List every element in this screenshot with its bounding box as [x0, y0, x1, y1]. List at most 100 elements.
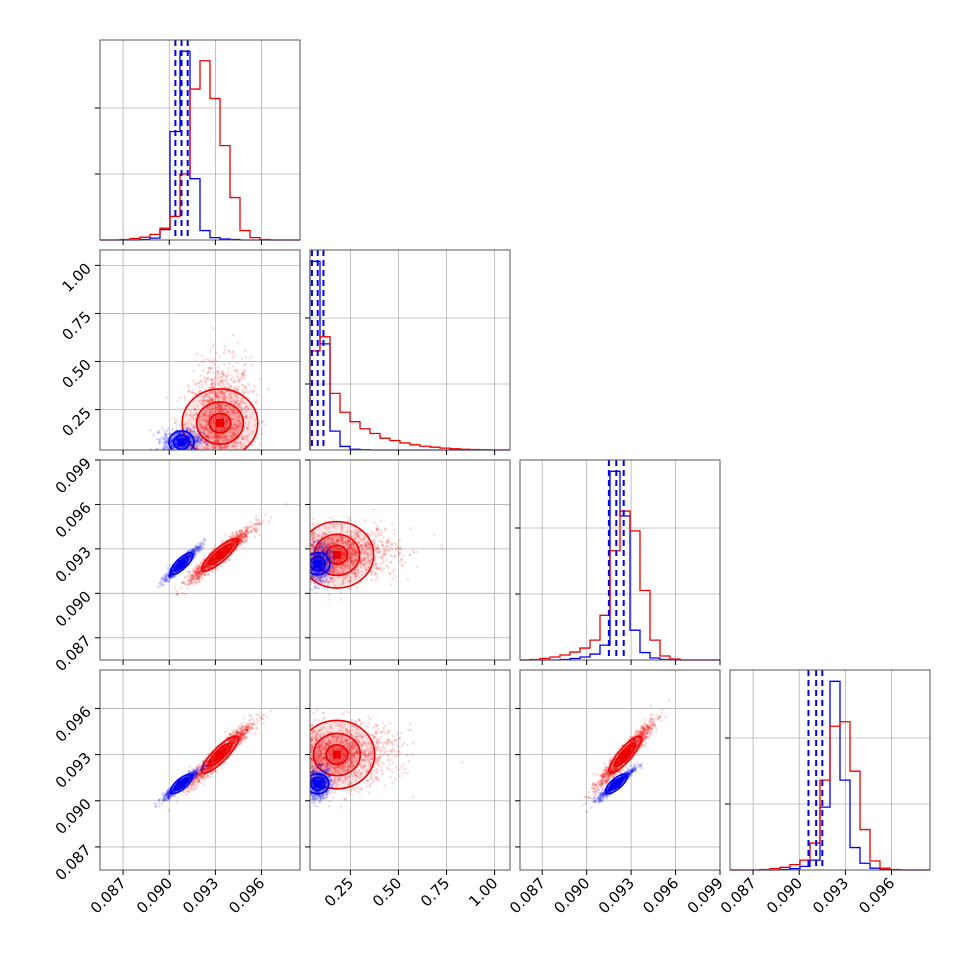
scatter-point-red — [211, 386, 215, 389]
scatter-point-red — [222, 440, 225, 443]
scatter-point-red — [213, 423, 217, 427]
scatter-point-red — [244, 402, 247, 405]
scatter-point-blue — [197, 436, 200, 439]
scatter-point-red — [208, 367, 211, 370]
scatter-point-red — [233, 444, 237, 448]
scatter-point-blue — [161, 440, 165, 444]
scatter-point-blue — [172, 446, 176, 449]
scatter-point-red — [228, 434, 232, 437]
scatter-point-red — [251, 523, 254, 526]
scatter-point-red — [251, 429, 254, 433]
scatter-point-red — [240, 534, 243, 538]
scatter-point-blue — [162, 445, 165, 449]
scatter-point-red — [211, 360, 215, 363]
scatter-point-red — [209, 397, 213, 401]
scatter-point-red — [218, 390, 222, 393]
scatter-point-red — [214, 445, 218, 449]
scatter-point-red — [186, 587, 189, 590]
scatter-point-red — [229, 435, 233, 439]
scatter-point-red — [211, 565, 214, 568]
scatter-point-red — [250, 390, 254, 393]
scatter-point-red — [376, 543, 379, 547]
scatter-point-red — [216, 403, 220, 406]
scatter-point-blue — [185, 442, 189, 445]
scatter-point-red — [236, 429, 239, 433]
scatter-point-red — [215, 414, 219, 418]
scatter-point-red — [232, 444, 236, 448]
scatter-point-red — [232, 411, 236, 414]
scatter-point-blue — [157, 431, 161, 435]
scatter-point-red — [231, 437, 234, 440]
scatter-point-red — [221, 434, 224, 437]
scatter-point-red — [215, 428, 218, 431]
scatter-point-red — [208, 386, 211, 389]
scatter-point-red — [206, 445, 209, 448]
scatter-point-red — [201, 417, 204, 421]
scatter-point-red — [214, 383, 217, 386]
scatter-point-red — [391, 523, 394, 526]
scatter-point-red — [195, 570, 199, 574]
scatter-point-blue — [161, 447, 165, 450]
scatter-point-blue — [188, 428, 192, 432]
scatter-point-red — [211, 433, 215, 437]
scatter-point-red — [207, 429, 210, 433]
scatter-point-red — [236, 535, 239, 539]
scatter-point-red — [241, 373, 244, 377]
scatter-point-red — [232, 442, 236, 445]
scatter-point-red — [213, 407, 216, 410]
scatter-point-red — [199, 399, 203, 402]
scatter-point-blue — [170, 440, 174, 444]
scatter-point-red — [225, 380, 228, 383]
scatter-point-red — [198, 424, 202, 428]
scatter-point-blue — [170, 439, 174, 442]
scatter-point-red — [224, 446, 228, 449]
scatter-point-red — [382, 536, 385, 539]
scatter-point-red — [214, 436, 218, 440]
scatter-point-red — [238, 535, 242, 539]
scatter-point-red — [223, 446, 227, 449]
scatter-point-red — [197, 385, 201, 388]
scatter-point-red — [209, 378, 212, 381]
scatter-point-red — [206, 370, 210, 374]
scatter-point-red — [204, 392, 208, 396]
scatter-point-red — [219, 391, 223, 395]
scatter-point-blue — [196, 440, 200, 443]
scatter-point-red — [237, 405, 241, 409]
scatter-point-red — [244, 415, 248, 418]
scatter-point-red — [207, 434, 211, 438]
scatter-point-red — [232, 430, 235, 434]
scatter-point-blue — [196, 542, 200, 545]
scatter-point-red — [204, 417, 207, 421]
scatter-point-red — [249, 355, 253, 359]
scatter-point-red — [284, 503, 288, 506]
scatter-point-red — [226, 418, 230, 421]
scatter-point-red — [215, 395, 219, 399]
scatter-point-red — [216, 391, 219, 395]
scatter-point-red — [210, 422, 213, 425]
scatter-point-red — [232, 447, 236, 450]
scatter-point-red — [219, 446, 223, 450]
scatter-point-red — [440, 544, 443, 547]
scatter-point-red — [219, 403, 222, 407]
scatter-point-red — [234, 369, 237, 372]
scatter-point-blue — [170, 439, 173, 442]
scatter-point-red — [387, 537, 391, 541]
scatter-point-blue — [196, 437, 199, 441]
scatter-point-red — [222, 392, 226, 395]
scatter-point-red — [193, 569, 197, 573]
scatter-point-blue — [169, 442, 172, 445]
scatter-point-red — [212, 446, 215, 450]
scatter-point-red — [228, 535, 232, 539]
scatter-point-red — [238, 541, 242, 544]
scatter-point-red — [217, 445, 221, 448]
scatter-point-red — [229, 438, 233, 441]
scatter-point-red — [192, 369, 196, 373]
scatter-point-red — [173, 421, 177, 425]
scatter-point-red — [242, 531, 246, 535]
scatter-point-red — [202, 446, 206, 449]
scatter-point-red — [194, 407, 197, 411]
scatter-point-red — [209, 360, 213, 364]
scatter-point-blue — [196, 548, 199, 552]
scatter-point-red — [241, 383, 244, 386]
scatter-point-red — [224, 378, 228, 381]
